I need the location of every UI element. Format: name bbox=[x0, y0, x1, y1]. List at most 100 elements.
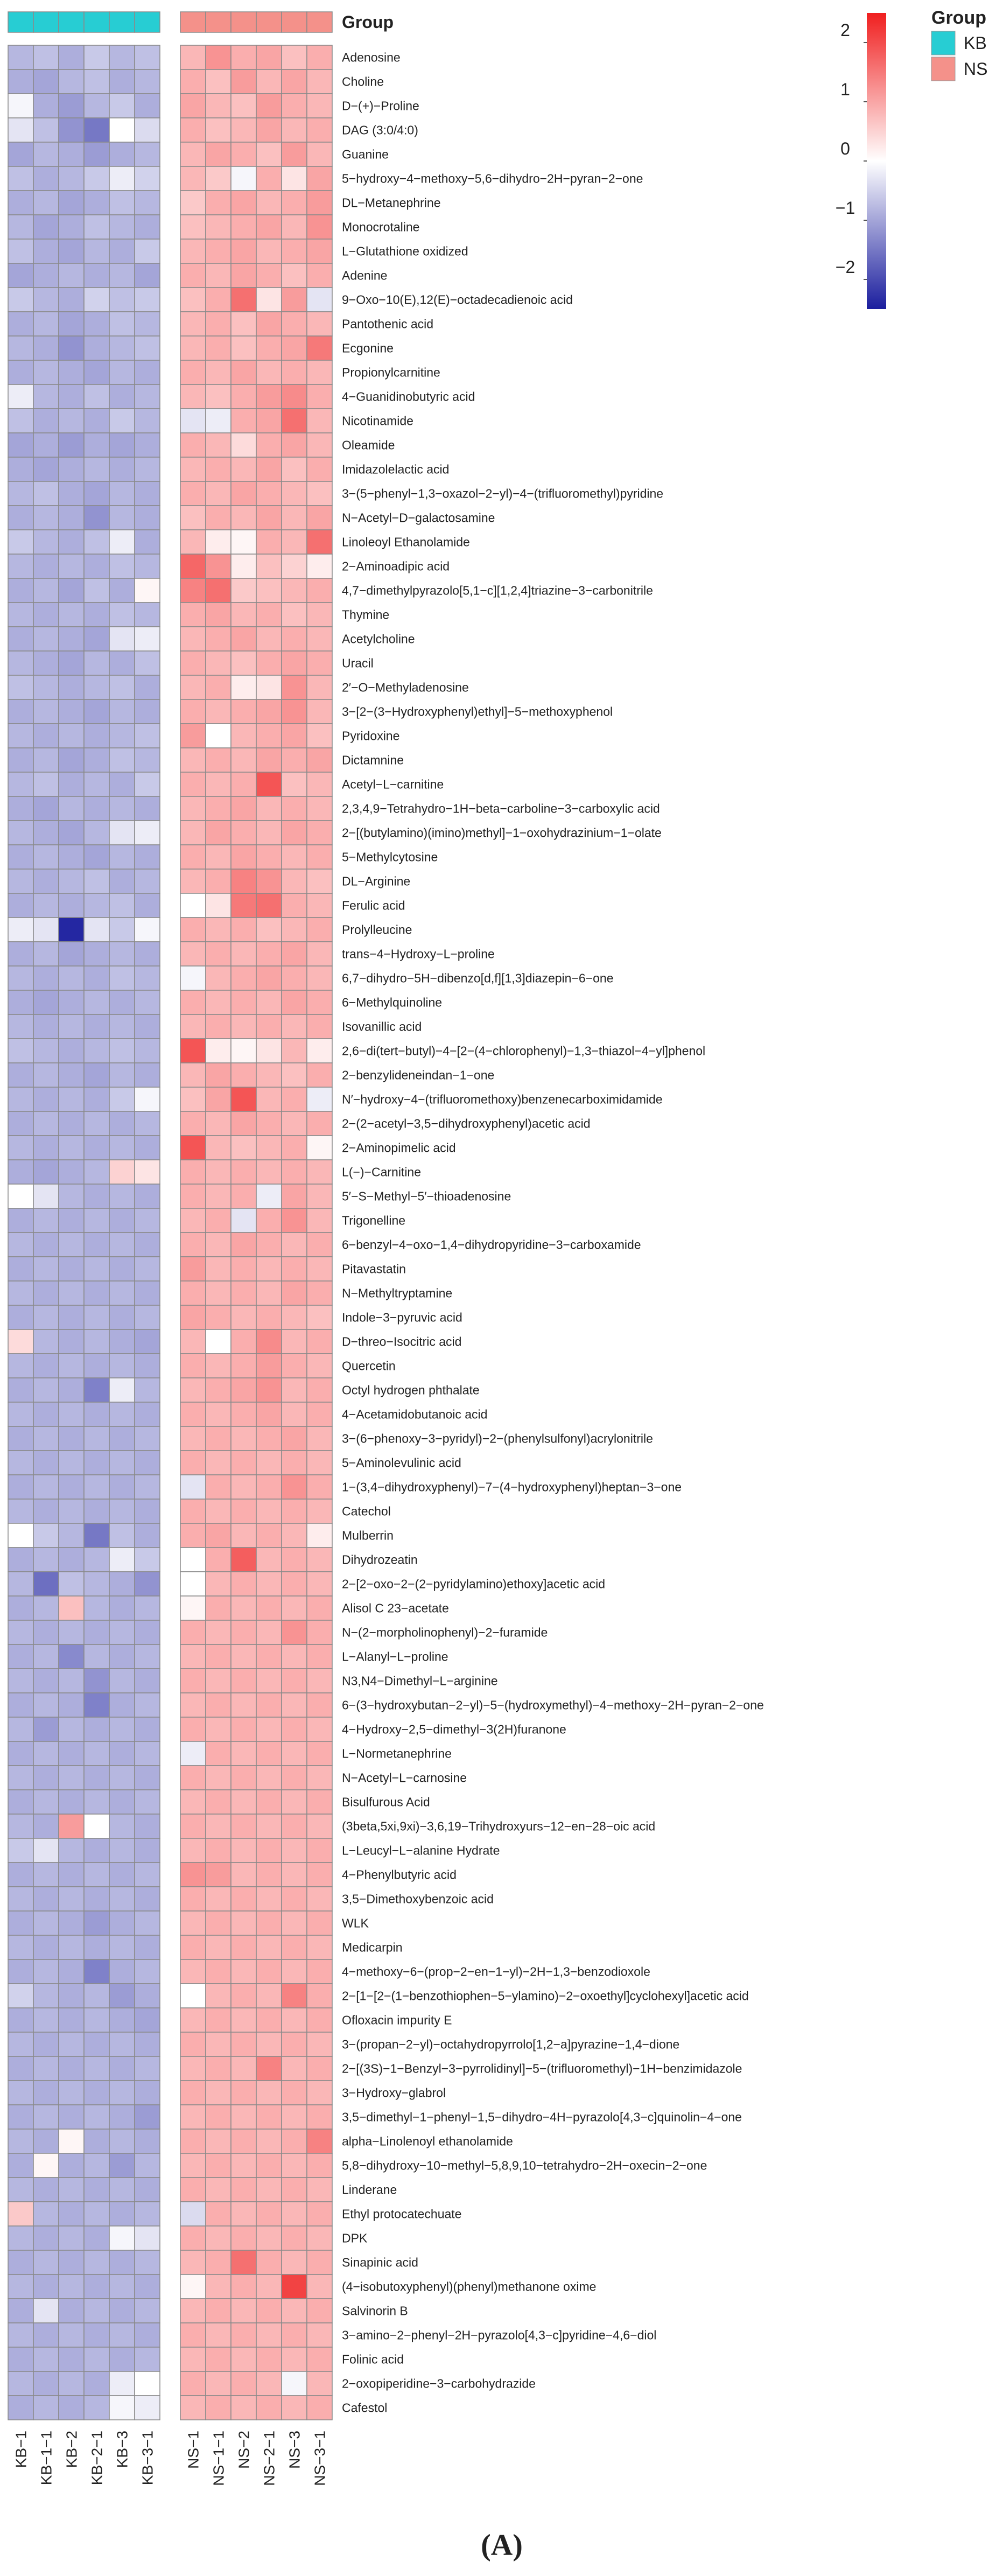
heatmap-cell bbox=[83, 723, 110, 748]
heatmap-cell bbox=[180, 1474, 206, 1500]
heatmap-cell bbox=[134, 675, 160, 700]
heatmap-cell bbox=[109, 2395, 135, 2420]
heatmap-cell bbox=[58, 239, 85, 264]
heatmap-cell bbox=[180, 2395, 206, 2420]
heatmap-cell bbox=[8, 1789, 34, 1815]
heatmap-cell bbox=[256, 529, 282, 555]
heatmap-cell bbox=[8, 1886, 34, 1912]
heatmap-cell bbox=[8, 1547, 34, 1572]
group-annotation-cell bbox=[134, 11, 160, 33]
heatmap-cell bbox=[58, 1256, 85, 1282]
heatmap-cell bbox=[205, 1232, 232, 1257]
heatmap-cell bbox=[109, 360, 135, 385]
heatmap-cell bbox=[205, 1499, 232, 1524]
heatmap-cell bbox=[180, 1983, 206, 2008]
heatmap-cell bbox=[230, 1910, 257, 1936]
heatmap-cell bbox=[134, 2298, 160, 2323]
column-label: NS−1 bbox=[185, 2431, 202, 2469]
heatmap-cell bbox=[281, 1910, 307, 1936]
heatmap-cell bbox=[109, 1111, 135, 1136]
heatmap-cell bbox=[281, 2298, 307, 2323]
heatmap-cell bbox=[83, 166, 110, 191]
heatmap-cell bbox=[306, 1111, 333, 1136]
heatmap-cell bbox=[281, 2371, 307, 2396]
heatmap-cell bbox=[83, 239, 110, 264]
heatmap-cell bbox=[83, 1983, 110, 2008]
heatmap-cell bbox=[109, 1692, 135, 1718]
heatmap-cell bbox=[256, 650, 282, 676]
row-label: Linderane bbox=[342, 2183, 397, 2197]
heatmap-cell bbox=[256, 69, 282, 94]
heatmap-cell bbox=[58, 2056, 85, 2081]
heatmap-cell bbox=[33, 723, 59, 748]
heatmap-cell bbox=[205, 1717, 232, 1742]
heatmap-cell bbox=[256, 1474, 282, 1500]
heatmap-cell bbox=[230, 1692, 257, 1718]
heatmap-cell bbox=[256, 117, 282, 143]
heatmap-cell bbox=[205, 626, 232, 652]
heatmap-cell bbox=[180, 1959, 206, 1984]
row-label: (3beta,5xi,9xi)−3,6,19−Trihydroxyurs−12−… bbox=[342, 1819, 655, 1833]
column-label: NS−3 bbox=[286, 2431, 303, 2469]
heatmap-cell bbox=[109, 1717, 135, 1742]
heatmap-cell bbox=[134, 1983, 160, 2008]
row-label: N−Acetyl−L−carnosine bbox=[342, 1771, 467, 1785]
heatmap-cell bbox=[33, 554, 59, 579]
heatmap-cell bbox=[205, 1668, 232, 1693]
heatmap-cell bbox=[205, 481, 232, 506]
heatmap-cell bbox=[33, 893, 59, 918]
heatmap-cell bbox=[8, 1959, 34, 1984]
heatmap-cell bbox=[306, 432, 333, 458]
heatmap-cell bbox=[134, 796, 160, 821]
heatmap-cell bbox=[281, 214, 307, 240]
heatmap-cell bbox=[281, 1038, 307, 1063]
heatmap-cell bbox=[306, 1402, 333, 1427]
heatmap-cell bbox=[134, 2322, 160, 2348]
heatmap-cell bbox=[230, 1111, 257, 1136]
heatmap-cell bbox=[134, 2371, 160, 2396]
heatmap-cell bbox=[180, 1329, 206, 1354]
color-scale-tick-label: −1 bbox=[836, 198, 855, 218]
heatmap-cell bbox=[33, 335, 59, 361]
row-label: L(−)−Carnitine bbox=[342, 1165, 421, 1179]
heatmap-cell bbox=[134, 505, 160, 530]
heatmap-cell bbox=[205, 2080, 232, 2105]
heatmap-cell bbox=[230, 1474, 257, 1500]
heatmap-cell bbox=[180, 142, 206, 167]
heatmap-cell bbox=[33, 2129, 59, 2154]
heatmap-cell bbox=[205, 1062, 232, 1088]
heatmap-cell bbox=[58, 2298, 85, 2323]
row-label: N−Acetyl−D−galactosamine bbox=[342, 511, 495, 525]
heatmap-cell bbox=[58, 1814, 85, 1839]
heatmap-cell bbox=[58, 1741, 85, 1766]
heatmap-cell bbox=[134, 990, 160, 1015]
heatmap-cell bbox=[306, 1232, 333, 1257]
row-label: D−threo−Isocitric acid bbox=[342, 1335, 461, 1349]
heatmap-cell bbox=[109, 1547, 135, 1572]
figure-label: (A) bbox=[481, 2529, 523, 2562]
heatmap-cell bbox=[230, 1741, 257, 1766]
heatmap-cell bbox=[180, 1184, 206, 1209]
heatmap-cell bbox=[83, 747, 110, 773]
heatmap-cell bbox=[33, 941, 59, 967]
row-label: Linoleoyl Ethanolamide bbox=[342, 535, 470, 549]
heatmap-cell bbox=[58, 190, 85, 215]
row-label: Acetyl−L−carnitine bbox=[342, 778, 444, 792]
heatmap-cell bbox=[8, 1402, 34, 1427]
row-label: L−Leucyl−L−alanine Hydrate bbox=[342, 1844, 500, 1858]
row-label: Uracil bbox=[342, 656, 374, 670]
row-label: 2−Aminoadipic acid bbox=[342, 559, 450, 573]
heatmap-cell bbox=[134, 1862, 160, 1887]
heatmap-cell bbox=[205, 1208, 232, 1233]
heatmap-cell bbox=[256, 1111, 282, 1136]
row-label: 3,5−dimethyl−1−phenyl−1,5−dihydro−4H−pyr… bbox=[342, 2110, 742, 2124]
heatmap-cell bbox=[180, 554, 206, 579]
heatmap-cell bbox=[306, 2322, 333, 2348]
heatmap-cell bbox=[230, 1184, 257, 1209]
heatmap-cell bbox=[256, 1644, 282, 1669]
heatmap-cell bbox=[58, 1014, 85, 1039]
heatmap-cell bbox=[306, 287, 333, 312]
heatmap-cell bbox=[306, 2153, 333, 2178]
heatmap-cell bbox=[205, 1959, 232, 1984]
heatmap-cell bbox=[180, 93, 206, 118]
